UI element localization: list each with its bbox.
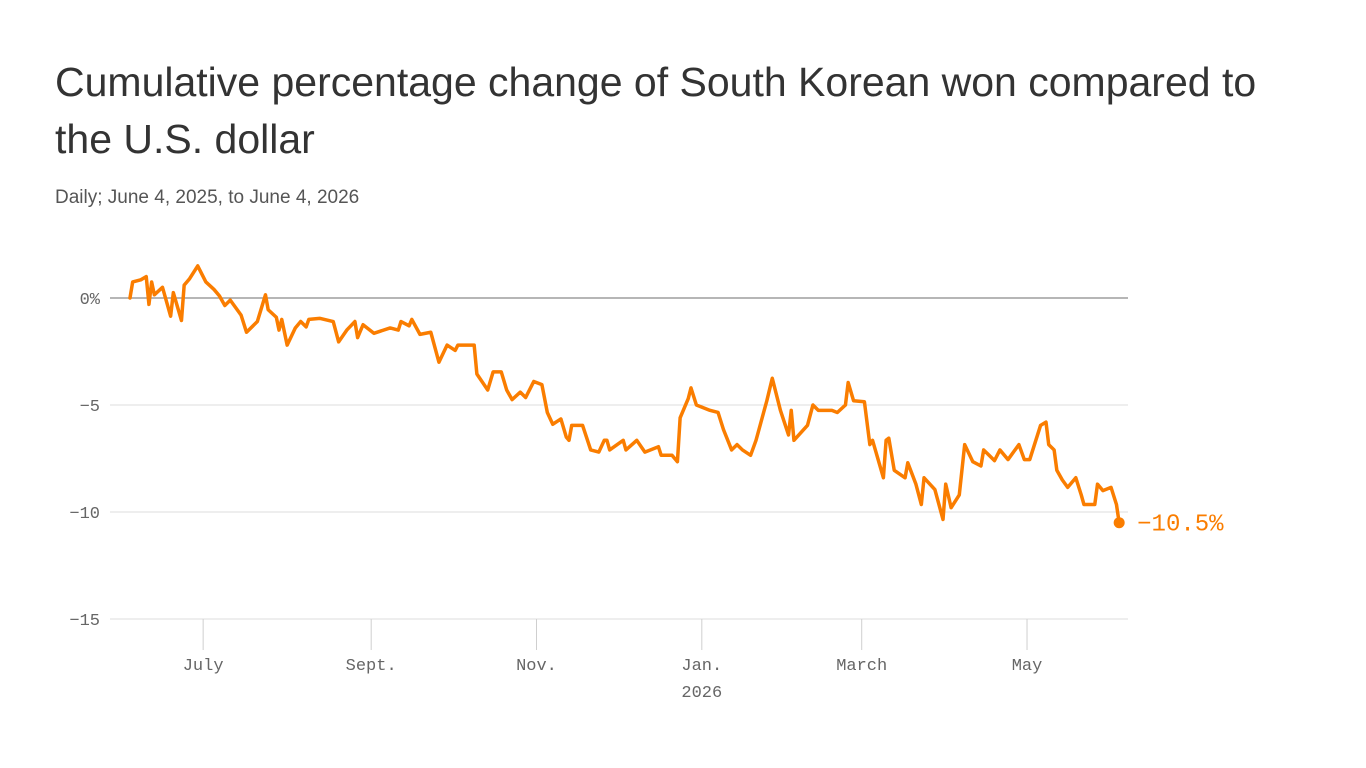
y-tick-label: −15 bbox=[69, 612, 100, 631]
y-tick-label: 0% bbox=[80, 291, 101, 310]
line bbox=[128, 264, 1121, 525]
end-label: −10.5% bbox=[1137, 512, 1224, 539]
x-year-label: 2026 bbox=[681, 684, 722, 703]
x-tick-label: Jan. bbox=[681, 657, 722, 676]
x-tick-label: May bbox=[1012, 657, 1043, 676]
x-tick-label: Sept. bbox=[346, 657, 397, 676]
y-tick-label: −10 bbox=[69, 505, 100, 524]
chart-title: Cumulative percentage change of South Ko… bbox=[55, 59, 1257, 162]
x-tick-label: Nov. bbox=[516, 657, 557, 676]
x-tick-label: July bbox=[183, 657, 224, 676]
chart-subtitle: Daily; June 4, 2025, to June 4, 2026 bbox=[55, 187, 360, 208]
y-tick-label: −5 bbox=[80, 398, 100, 417]
end-point bbox=[1113, 517, 1125, 529]
x-tick-label: March bbox=[836, 657, 887, 676]
